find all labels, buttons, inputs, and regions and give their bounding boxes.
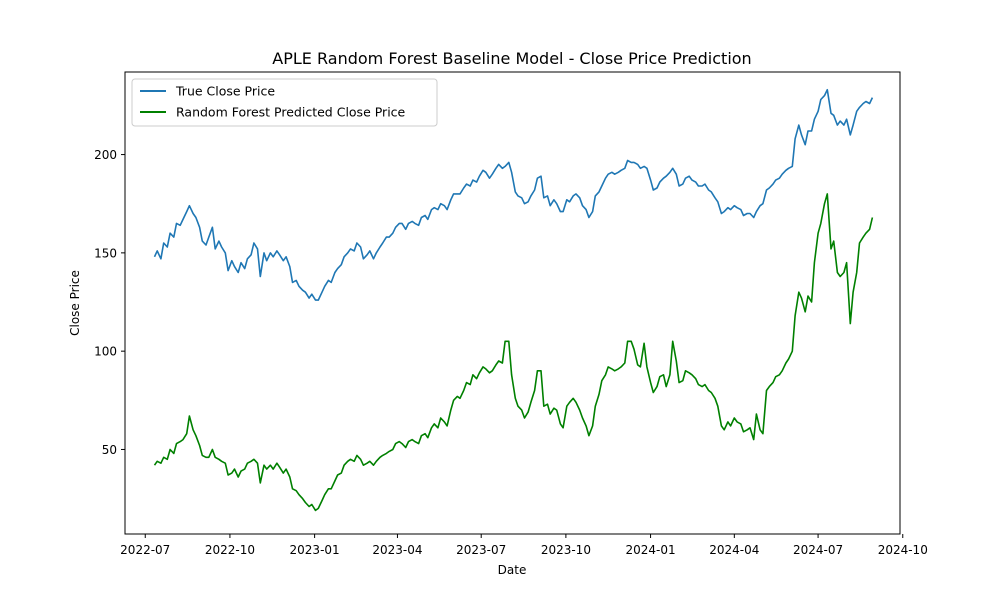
x-axis: 2022-07 2022-10 2023-01 2023-04 2023-07 2023-… xyxy=(120,534,928,557)
x-tick-label: 2024-07 xyxy=(793,543,843,557)
x-tick-label: 2024-10 xyxy=(878,543,928,557)
x-tick-label: 2023-07 xyxy=(456,543,506,557)
series-layer xyxy=(153,88,874,512)
plot-frame xyxy=(124,71,901,535)
x-axis-label: Date xyxy=(498,563,527,577)
y-axis-label: Close Price xyxy=(68,270,82,336)
y-tick-label: 100 xyxy=(94,345,117,359)
chart-title: APLE Random Forest Baseline Model - Clos… xyxy=(272,49,751,68)
legend: True Close Price Random Forest Predicted… xyxy=(131,78,438,127)
y-axis: 50 100 150 200 xyxy=(94,148,125,457)
legend-box xyxy=(131,78,438,127)
x-tick-label: 2023-04 xyxy=(372,543,422,557)
y-tick-label: 200 xyxy=(94,148,117,162)
series-line-true-close-price xyxy=(153,88,874,301)
x-tick-label: 2022-07 xyxy=(120,543,170,557)
x-tick-label: 2023-01 xyxy=(290,543,340,557)
y-tick-label: 150 xyxy=(94,246,117,260)
legend-label-true-close-price: True Close Price xyxy=(175,84,275,99)
legend-label-predicted-close-price: Random Forest Predicted Close Price xyxy=(176,105,406,120)
x-tick-label: 2024-01 xyxy=(625,543,675,557)
y-tick-label: 50 xyxy=(102,443,117,457)
series-line-random-forest-predicted-close-price xyxy=(153,193,874,512)
x-tick-label: 2022-10 xyxy=(205,543,255,557)
x-tick-label: 2024-04 xyxy=(709,543,759,557)
x-tick-label: 2023-10 xyxy=(541,543,591,557)
